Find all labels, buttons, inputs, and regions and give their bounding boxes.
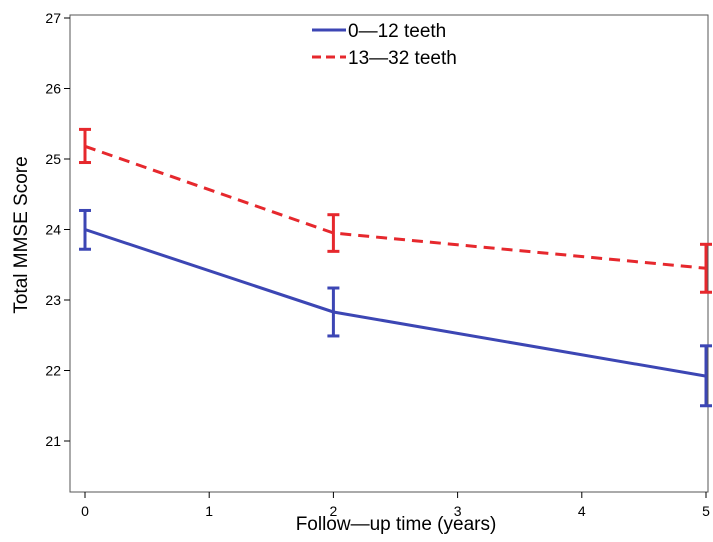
y-axis-title: Total MMSE Score [11,156,32,313]
y-axis: 21 22 23 24 25 26 27 [45,10,70,449]
error-bar [79,208,91,251]
error-bar [327,286,340,338]
x-tick-label: 4 [578,503,586,519]
x-tick-label: 2 [330,503,338,519]
legend-label: 0—12 teeth [348,21,446,42]
series-line [84,144,707,270]
legend: 0—12 teeth 13—32 teeth [312,21,457,69]
legend-item: 13—32 teeth [312,48,457,69]
x-tick-label: 0 [81,503,89,519]
legend-label: 13—32 teeth [348,48,457,69]
series-1 [79,127,712,294]
series-line [84,228,707,378]
error-bar [327,213,340,253]
x-tick-label: 3 [454,503,462,519]
series-layer [79,127,712,408]
y-tick-label: 27 [45,10,61,26]
error-bar [79,127,91,165]
x-axis: 0 1 2 3 4 5 [81,492,710,519]
plot-area [69,14,709,493]
y-tick-label: 23 [45,292,61,308]
y-tick-label: 21 [45,433,61,449]
y-tick-label: 26 [45,81,61,97]
y-tick-label: 25 [45,151,61,167]
x-axis-title: Follow—up time (years) [296,514,497,535]
series-0 [79,208,712,408]
y-tick-label: 22 [45,363,61,379]
plot-frame [69,14,709,493]
error-bar [700,242,712,294]
error-bar [700,344,712,408]
y-tick-label: 24 [45,222,61,238]
x-tick-label: 5 [702,503,710,519]
x-tick-label: 1 [205,503,213,519]
legend-item: 0—12 teeth [312,21,446,42]
